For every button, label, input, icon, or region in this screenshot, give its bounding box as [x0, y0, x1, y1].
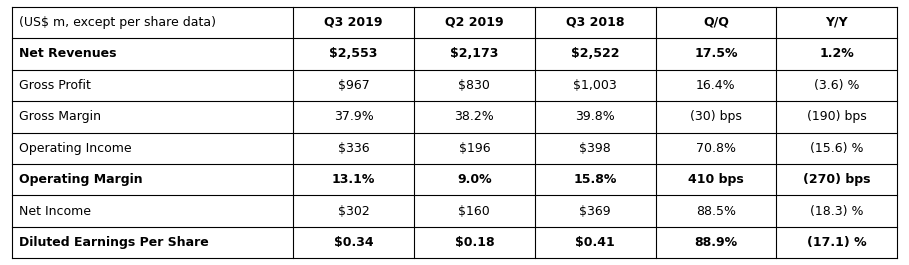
- Text: 15.8%: 15.8%: [574, 173, 617, 186]
- Text: Gross Profit: Gross Profit: [19, 79, 91, 92]
- Text: 70.8%: 70.8%: [696, 142, 736, 155]
- Text: 38.2%: 38.2%: [454, 110, 494, 123]
- Text: (270) bps: (270) bps: [803, 173, 871, 186]
- Text: $302: $302: [337, 205, 369, 218]
- Text: $160: $160: [458, 205, 490, 218]
- Text: (15.6) %: (15.6) %: [810, 142, 864, 155]
- Text: (3.6) %: (3.6) %: [814, 79, 860, 92]
- Text: Gross Margin: Gross Margin: [19, 110, 101, 123]
- Text: 13.1%: 13.1%: [332, 173, 375, 186]
- Text: $967: $967: [337, 79, 369, 92]
- Text: (17.1) %: (17.1) %: [807, 236, 866, 249]
- Text: Q3 2019: Q3 2019: [325, 16, 383, 29]
- Text: $0.34: $0.34: [334, 236, 374, 249]
- Text: $830: $830: [458, 79, 490, 92]
- Text: 88.9%: 88.9%: [694, 236, 737, 249]
- Text: 16.4%: 16.4%: [696, 79, 735, 92]
- Text: $0.18: $0.18: [454, 236, 494, 249]
- Text: $196: $196: [458, 142, 490, 155]
- Text: $1,003: $1,003: [574, 79, 617, 92]
- Text: (30) bps: (30) bps: [690, 110, 742, 123]
- Text: 17.5%: 17.5%: [694, 47, 738, 60]
- Text: $336: $336: [338, 142, 369, 155]
- Text: Q3 2018: Q3 2018: [566, 16, 624, 29]
- Text: Q/Q: Q/Q: [703, 16, 729, 29]
- Text: 1.2%: 1.2%: [819, 47, 854, 60]
- Text: $398: $398: [579, 142, 611, 155]
- Text: 9.0%: 9.0%: [457, 173, 492, 186]
- Text: Y/Y: Y/Y: [825, 16, 848, 29]
- Text: $369: $369: [579, 205, 611, 218]
- Text: 39.8%: 39.8%: [575, 110, 615, 123]
- Text: $0.41: $0.41: [575, 236, 615, 249]
- Text: Operating Margin: Operating Margin: [19, 173, 143, 186]
- Text: Operating Income: Operating Income: [19, 142, 132, 155]
- Text: $2,553: $2,553: [329, 47, 378, 60]
- Text: Net Revenues: Net Revenues: [19, 47, 116, 60]
- Text: $2,522: $2,522: [571, 47, 619, 60]
- Text: (190) bps: (190) bps: [807, 110, 866, 123]
- Text: Net Income: Net Income: [19, 205, 91, 218]
- Text: (US$ m, except per share data): (US$ m, except per share data): [19, 16, 216, 29]
- Text: 410 bps: 410 bps: [688, 173, 744, 186]
- Text: 88.5%: 88.5%: [696, 205, 736, 218]
- Text: (18.3) %: (18.3) %: [810, 205, 864, 218]
- Text: $2,173: $2,173: [450, 47, 498, 60]
- Text: Q2 2019: Q2 2019: [445, 16, 504, 29]
- Text: Diluted Earnings Per Share: Diluted Earnings Per Share: [19, 236, 209, 249]
- Text: 37.9%: 37.9%: [334, 110, 374, 123]
